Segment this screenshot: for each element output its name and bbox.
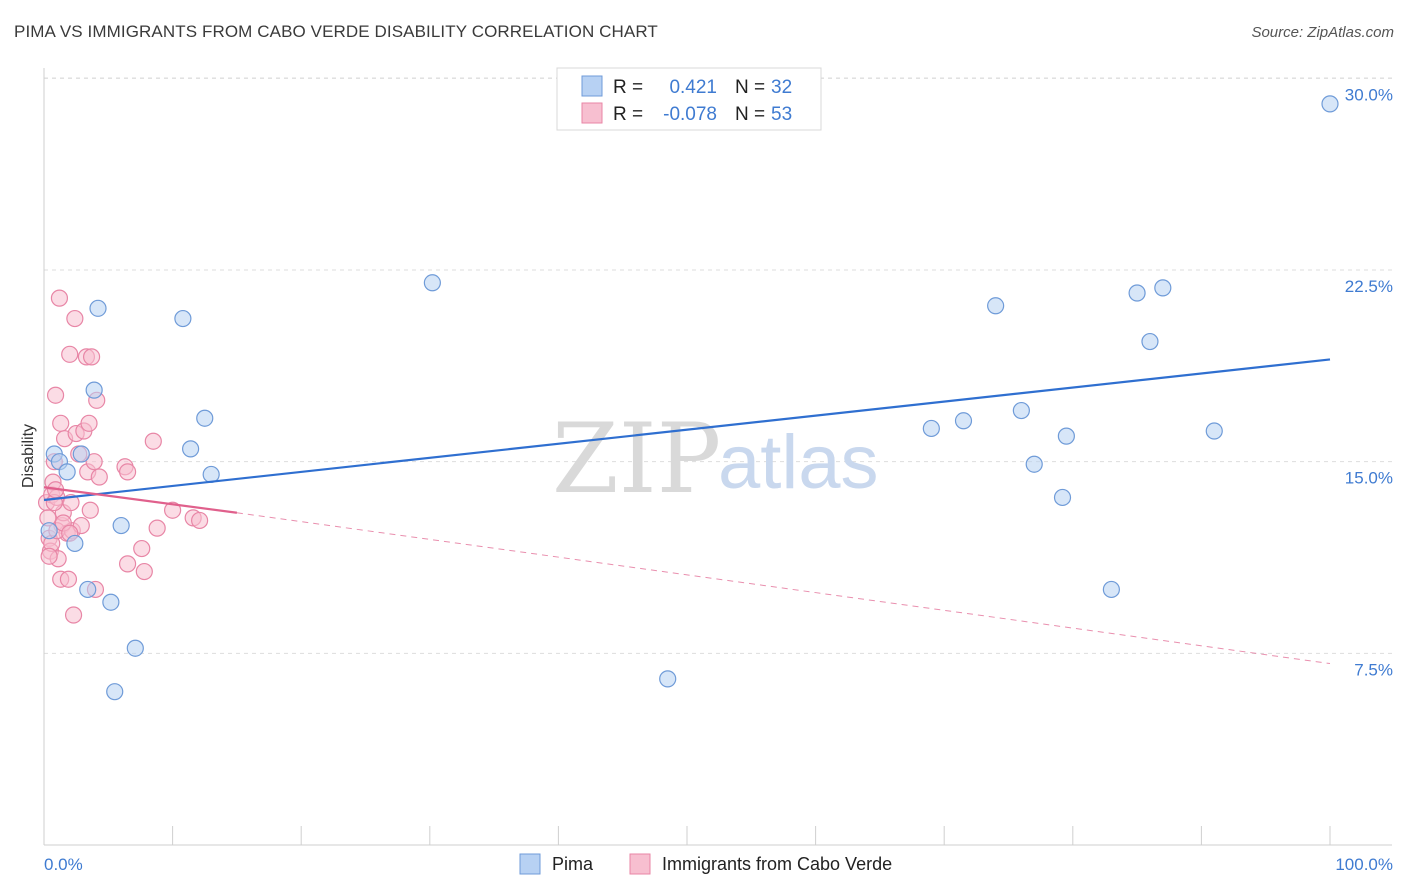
pima-point-12 <box>106 683 124 701</box>
y-tick-label-3: 30.0% <box>1345 85 1393 104</box>
cabo-point-42 <box>148 519 166 537</box>
legend-n-value-cabo: 53 <box>771 104 792 125</box>
series-pima-points <box>40 95 1339 701</box>
pima-point-4 <box>66 534 84 553</box>
cabo-point-7 <box>46 386 65 404</box>
legend-n-label-cabo: N = <box>735 104 765 125</box>
gridlines <box>44 77 1392 654</box>
pima-point-25 <box>1053 488 1072 507</box>
pima-point-29 <box>1154 279 1172 297</box>
cabo-point-38 <box>118 555 137 573</box>
watermark: ZIP atlas <box>552 403 879 515</box>
y-tick-labels: 7.5% 15.0% 22.5% 30.0% <box>1345 85 1393 679</box>
pima-point-21 <box>987 297 1005 315</box>
legend-r-value-cabo: -0.078 <box>663 104 717 125</box>
cabo-point-34 <box>90 468 108 486</box>
axes <box>43 68 1392 846</box>
pima-point-31 <box>1321 95 1339 113</box>
cabo-point-40 <box>135 562 153 581</box>
pima-point-7 <box>85 381 103 399</box>
source-label: Source: ZipAtlas.com <box>1251 24 1394 41</box>
pima-point-11 <box>126 639 144 657</box>
pima-point-6 <box>79 580 97 599</box>
bottom-legend: Pima Immigrants from Cabo Verde <box>519 853 892 875</box>
watermark-atlas: atlas <box>718 420 879 505</box>
y-tick-label-0: 7.5% <box>1354 660 1393 679</box>
x-tick-label-max: 100.0% <box>1335 855 1393 874</box>
watermark-zip: ZIP <box>552 403 721 515</box>
cabo-point-51 <box>40 547 58 565</box>
trendline-pima <box>43 358 1331 502</box>
cabo-point-43 <box>164 501 182 519</box>
pima-point-8 <box>89 299 107 317</box>
pima-point-14 <box>182 440 200 458</box>
pima-point-18 <box>659 670 677 688</box>
legend-swatch-cabo <box>581 102 603 124</box>
pima-point-24 <box>1057 427 1075 445</box>
pima-point-19 <box>922 419 940 438</box>
legend-r-label-cabo: R = <box>613 104 643 125</box>
bottom-legend-swatch-cabo <box>629 853 651 875</box>
trendline-cabo-extended <box>236 512 1331 665</box>
pima-point-3 <box>58 463 76 481</box>
cabo-point-30 <box>80 414 98 432</box>
pima-point-20 <box>954 412 973 430</box>
bottom-legend-label-pima: Pima <box>552 854 594 874</box>
cabo-point-32 <box>85 453 103 471</box>
pima-point-0 <box>40 522 58 540</box>
cabo-point-11 <box>52 414 70 432</box>
bottom-legend-label-cabo: Immigrants from Cabo Verde <box>662 854 892 874</box>
cabo-point-29 <box>81 501 99 519</box>
legend-r-label-pima: R = <box>613 77 643 98</box>
pima-point-26 <box>1102 580 1120 599</box>
pima-point-17 <box>423 274 441 292</box>
pima-point-10 <box>112 516 130 535</box>
legend-r-value-pima: 0.421 <box>669 77 717 98</box>
pima-point-13 <box>174 309 192 328</box>
cabo-point-22 <box>66 309 84 328</box>
trendline-cabo <box>43 486 238 514</box>
pima-point-27 <box>1128 284 1146 302</box>
legend-n-value-pima: 32 <box>771 77 792 98</box>
x-tick-label-min: 0.0% <box>44 855 83 874</box>
pima-point-23 <box>1025 455 1043 473</box>
pima-point-5 <box>72 445 90 463</box>
cabo-point-17 <box>59 570 78 588</box>
trendlines <box>43 358 1331 665</box>
legend-box: R = 0.421 N = 32 R = -0.078 N = 53 <box>556 67 822 131</box>
legend-swatch-pima <box>581 75 603 97</box>
chart-title: PIMA VS IMMIGRANTS FROM CABO VERDE DISAB… <box>14 22 658 41</box>
y-tick-label-2: 22.5% <box>1345 277 1393 296</box>
pima-point-15 <box>196 409 214 427</box>
cabo-point-41 <box>144 432 162 450</box>
cabo-point-39 <box>133 539 151 558</box>
pima-point-28 <box>1141 332 1159 351</box>
y-tick-label-1: 15.0% <box>1345 469 1393 488</box>
pima-point-22 <box>1012 401 1030 420</box>
pima-point-9 <box>102 593 120 611</box>
cabo-point-45 <box>191 511 209 530</box>
y-axis-label: Disability <box>20 424 37 488</box>
cabo-point-21 <box>64 606 83 624</box>
x-ticks <box>43 826 1331 845</box>
pima-point-30 <box>1205 422 1223 440</box>
cabo-point-18 <box>61 345 79 363</box>
cabo-point-31 <box>82 348 101 366</box>
bottom-legend-swatch-pima <box>519 853 541 875</box>
cabo-point-10 <box>50 289 69 307</box>
cabo-point-37 <box>118 463 137 481</box>
legend-n-label-pima: N = <box>735 77 765 98</box>
